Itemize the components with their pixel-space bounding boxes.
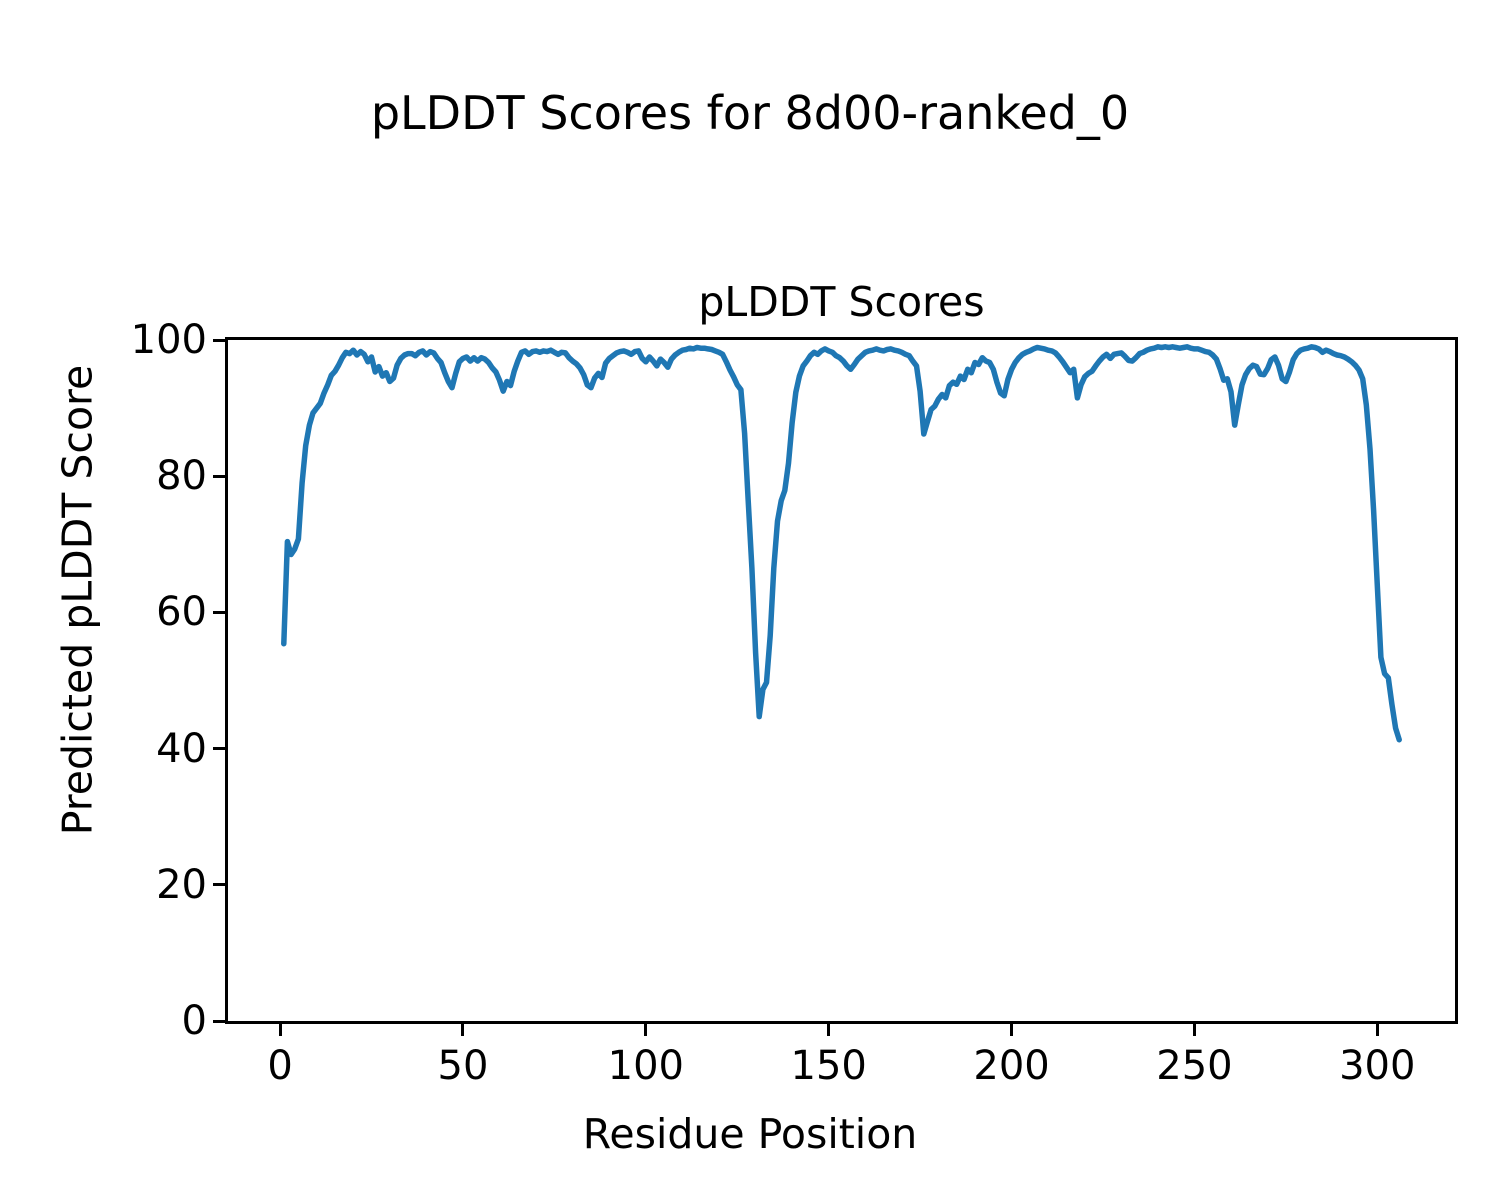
x-tick-label: 200: [973, 1043, 1050, 1089]
plddt-line: [281, 344, 1402, 743]
x-tick-mark: [278, 1024, 282, 1036]
y-tick-label: 20: [156, 861, 207, 908]
x-tick-mark: [827, 1024, 831, 1036]
y-tick-mark: [213, 1019, 225, 1023]
y-axis-label: Predicted pLDDT Score: [53, 364, 102, 836]
x-tick-mark: [461, 1024, 465, 1036]
x-axis-label: Residue Position: [582, 1110, 918, 1158]
y-tick-label: 40: [156, 725, 207, 772]
x-tick-label: 50: [437, 1043, 489, 1089]
x-tick-label: 300: [1339, 1043, 1416, 1089]
x-tick-mark: [1010, 1024, 1014, 1036]
plddt-line-chart: [281, 344, 1402, 743]
x-tick-label: 150: [790, 1043, 867, 1089]
figure-title: pLDDT Scores for 8d00-ranked_0: [370, 86, 1130, 140]
x-tick-label: 100: [607, 1043, 685, 1089]
y-tick-mark: [213, 338, 225, 342]
x-tick-mark: [644, 1024, 648, 1036]
x-tick-label: 0: [267, 1043, 293, 1089]
plot-area: [225, 337, 1458, 1024]
y-tick-label: 60: [156, 589, 207, 636]
x-tick-label: 250: [1156, 1043, 1233, 1089]
y-tick-label: 100: [130, 317, 207, 363]
y-tick-label: 0: [181, 998, 207, 1044]
y-tick-label: 80: [156, 453, 207, 500]
x-tick-mark: [1192, 1024, 1196, 1036]
y-tick-mark: [213, 747, 225, 751]
y-tick-mark: [213, 883, 225, 887]
y-tick-mark: [213, 474, 225, 478]
y-tick-mark: [213, 610, 225, 614]
x-tick-mark: [1375, 1024, 1379, 1036]
axes-title: pLDDT Scores: [698, 278, 985, 326]
